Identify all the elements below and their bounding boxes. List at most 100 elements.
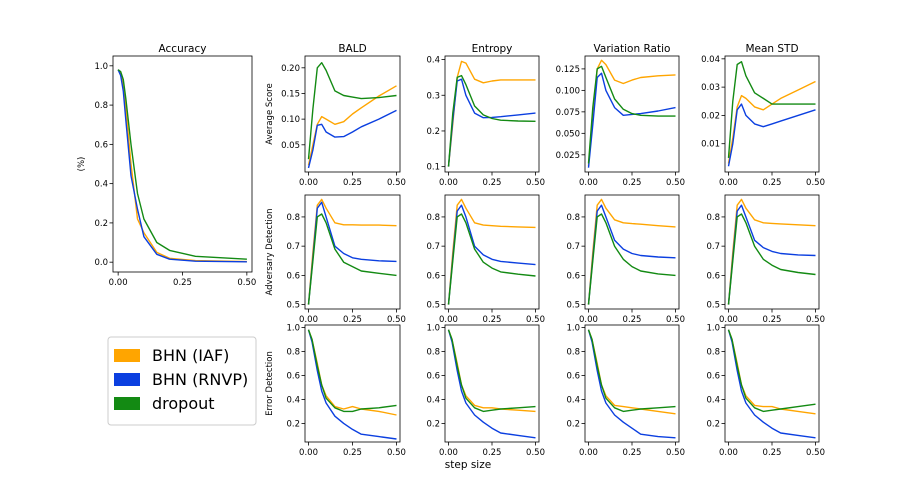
variation-ratio-error-ytick-label: 1.0 [566, 323, 580, 333]
mean-std-score-ytick-label: 0.02 [701, 111, 720, 121]
bald-adversary-ytick-label: 0.7 [286, 242, 300, 252]
mean-std-error-ytick-label: 0.6 [706, 371, 720, 381]
bald-error-ytick-label: 0.2 [286, 419, 300, 429]
variation-ratio-score-xtick-label: 0.25 [623, 178, 642, 188]
bald-score-xtick-label: 0.50 [387, 178, 406, 188]
mean-std-score-frame [724, 55, 820, 173]
variation-ratio-score-line-dropout [587, 65, 676, 164]
panel-entropy-error: 0.00 0.25 0.50 0.2 0.4 0.6 0.8 1.0 [426, 323, 545, 458]
variation-ratio-adversary-ytick-label: 0.8 [566, 213, 580, 223]
entropy-score-ytick-label: 0.3 [426, 91, 440, 101]
entropy-error-ytick-label: 0.6 [426, 371, 440, 381]
panel-mean-std-adversary: 0.00 0.25 0.50 0.5 0.6 0.7 0.8 [706, 194, 825, 325]
variation-ratio-score-ytick-label: 0.025 [556, 151, 580, 161]
entropy-adversary-frame [444, 194, 540, 310]
mean-std-score-ytick-label: 0.03 [701, 83, 720, 93]
variation-ratio-error-ytick-label: 0.6 [566, 371, 580, 381]
accuracy-ylabel: (%) [77, 157, 87, 172]
bald-adversary-line-rnvp [307, 201, 397, 305]
entropy-adversary-ytick-label: 0.5 [426, 301, 440, 311]
entropy-adversary-line-dropout [447, 213, 536, 305]
variation-ratio-error-xtick-label: 0.00 [579, 448, 598, 458]
entropy-error-line-dropout [447, 329, 536, 413]
variation-ratio-error-ytick-label: 0.8 [566, 347, 580, 357]
entropy-score-title: Entropy [472, 43, 513, 55]
panel-bald-score: 0.00 0.25 0.50 0.05 0.10 0.15 0.20 BALD Average … [265, 43, 406, 188]
bald-adversary-ytick-label: 0.5 [286, 301, 300, 311]
bald-score-ytick-label: 0.05 [281, 141, 300, 151]
variation-ratio-score-ytick-label: 0.125 [556, 65, 580, 75]
bald-error-ytick-label: 0.8 [286, 347, 300, 357]
variation-ratio-adversary-xtick-label: 0.25 [623, 315, 642, 325]
variation-ratio-score-ytick-label: 0.100 [556, 86, 580, 96]
mean-std-score-ytick-label: 0.04 [701, 55, 720, 65]
accuracy-line-rnvp [117, 69, 247, 263]
entropy-error-ytick-label: 0.2 [426, 419, 440, 429]
variation-ratio-score-xtick-label: 0.00 [579, 178, 598, 188]
variation-ratio-score-title: Variation Ratio [594, 43, 671, 55]
mean-std-error-line-dropout [727, 329, 816, 413]
mean-std-error-line-rnvp [727, 329, 816, 439]
entropy-error-ytick-label: 0.8 [426, 347, 440, 357]
entropy-score-line-dropout [447, 74, 536, 167]
panel-variation-ratio-error: 0.00 0.25 0.50 0.2 0.4 0.6 0.8 1.0 [566, 323, 685, 458]
mean-std-error-ytick-label: 0.2 [706, 419, 720, 429]
accuracy-ytick-label: 0.0 [94, 258, 108, 268]
bald-adversary-xtick-label: 0.25 [343, 315, 362, 325]
variation-ratio-adversary-ytick-label: 0.6 [566, 271, 580, 281]
entropy-score-ytick-label: 0.1 [426, 163, 440, 173]
mean-std-error-xtick-label: 0.50 [806, 448, 825, 458]
bald-error-ytick-label: 1.0 [286, 323, 300, 333]
bald-score-ytick-label: 0.20 [281, 64, 300, 74]
variation-ratio-error-xtick-label: 0.50 [666, 448, 685, 458]
mean-std-error-line-iaf [727, 329, 816, 415]
mean-std-adversary-xtick-label: 0.50 [806, 315, 825, 325]
bald-error-xtick-label: 0.00 [299, 448, 318, 458]
entropy-adversary-xtick-label: 0.50 [526, 315, 545, 325]
mean-std-adversary-ytick-label: 0.7 [706, 242, 720, 252]
mean-std-score-title: Mean STD [745, 43, 798, 55]
mean-std-error-ytick-label: 0.8 [706, 347, 720, 357]
accuracy-ytick-label: 0.4 [94, 180, 108, 190]
variation-ratio-error-xtick-label: 0.25 [623, 448, 642, 458]
variation-ratio-adversary-xtick-label: 0.50 [666, 315, 685, 325]
bald-error-frame [304, 324, 401, 443]
entropy-error-xtick-label: 0.00 [439, 448, 458, 458]
mean-std-adversary-ytick-label: 0.8 [706, 213, 720, 223]
bald-error-line-dropout [307, 329, 397, 413]
panel-bald-error: 0.00 0.25 0.50 0.2 0.4 0.6 0.8 1.0 Error Detecti… [265, 323, 406, 458]
panel-accuracy: 0.00 0.25 0.50 0.0 0.2 0.4 0.6 0.8 1.0 Accuracy (%… [77, 43, 256, 288]
bald-error-xtick-label: 0.50 [387, 448, 406, 458]
bald-score-title: BALD [338, 43, 366, 55]
bald-error-line-rnvp [307, 329, 397, 440]
mean-std-score-line-dropout [727, 61, 816, 158]
bald-adversary-line-dropout [307, 213, 397, 305]
entropy-error-ytick-label: 1.0 [426, 323, 440, 333]
bald-error-ytick-label: 0.6 [286, 371, 300, 381]
entropy-score-line-rnvp [447, 78, 536, 167]
entropy-score-ytick-label: 0.4 [426, 56, 440, 66]
legend-frame [107, 336, 257, 426]
mean-std-error-xtick-label: 0.00 [719, 448, 738, 458]
accuracy-xtick-label: 0.25 [173, 278, 192, 288]
legend-swatch-rnvp [114, 373, 140, 386]
bald-adversary-xtick-label: 0.00 [299, 315, 318, 325]
legend-label-rnvp: BHN (RNVP) [152, 370, 248, 389]
variation-ratio-adversary-ytick-label: 0.5 [566, 301, 580, 311]
bald-adversary-xtick-label: 0.50 [387, 315, 406, 325]
bald-score-xtick-label: 0.00 [299, 178, 318, 188]
variation-ratio-adversary-frame [584, 194, 680, 310]
mean-std-score-line-iaf [727, 80, 816, 164]
entropy-error-xtick-label: 0.25 [483, 448, 502, 458]
bald-score-line-rnvp [307, 109, 397, 169]
entropy-adversary-ytick-label: 0.7 [426, 242, 440, 252]
entropy-score-xtick-label: 0.50 [526, 178, 545, 188]
accuracy-xtick-label: 0.50 [237, 278, 256, 288]
mean-std-error-ytick-label: 1.0 [706, 323, 720, 333]
accuracy-ytick-label: 0.6 [94, 140, 108, 150]
entropy-error-ytick-label: 0.4 [426, 395, 440, 405]
legend-swatch-iaf [114, 349, 140, 362]
variation-ratio-error-ytick-label: 0.4 [566, 395, 580, 405]
bald-score-ytick-label: 0.10 [281, 115, 300, 125]
mean-std-error-xtick-label: 0.25 [763, 448, 782, 458]
